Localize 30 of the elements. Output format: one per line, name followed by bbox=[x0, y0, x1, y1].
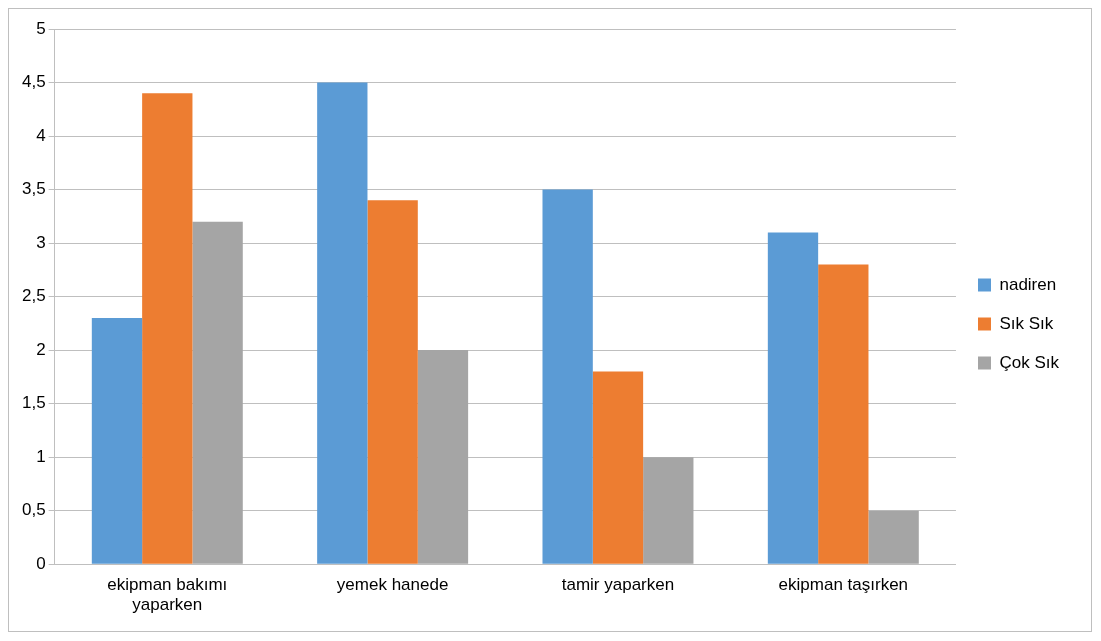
y-tick-label: 0 bbox=[36, 553, 46, 573]
y-tick-label: 3 bbox=[36, 232, 46, 252]
bar bbox=[417, 350, 469, 564]
x-tick-label: ekipman bakımı yaparken bbox=[107, 575, 228, 615]
y-tick-label: 2,5 bbox=[21, 286, 46, 306]
legend-label: Sık Sık bbox=[999, 313, 1054, 333]
legend-label: nadiren bbox=[999, 274, 1057, 294]
bar bbox=[142, 93, 193, 564]
bar bbox=[192, 221, 243, 564]
y-tick-label: 4 bbox=[36, 125, 46, 145]
bar bbox=[643, 457, 694, 564]
bar bbox=[592, 371, 644, 564]
y-tick-label: 2 bbox=[36, 339, 46, 359]
bar bbox=[91, 318, 143, 564]
bar bbox=[767, 232, 819, 564]
bar bbox=[868, 510, 919, 564]
legend-label: Çok Sık bbox=[999, 352, 1060, 372]
bar bbox=[367, 200, 418, 564]
y-tick-label: 4,5 bbox=[21, 72, 46, 92]
y-tick-label: 1,5 bbox=[21, 393, 46, 413]
y-tick-label: 0,5 bbox=[21, 500, 46, 520]
x-tick-label: ekipman taşırken bbox=[778, 575, 909, 595]
bar bbox=[818, 264, 869, 564]
bar bbox=[542, 189, 593, 564]
x-tick-label: tamir yaparken bbox=[561, 575, 675, 595]
x-tick-label: yemek hanede bbox=[336, 575, 449, 595]
y-tick-label: 5 bbox=[36, 18, 46, 38]
y-tick-label: 3,5 bbox=[21, 179, 46, 199]
bar bbox=[317, 82, 368, 564]
y-tick-label: 1 bbox=[36, 446, 46, 466]
